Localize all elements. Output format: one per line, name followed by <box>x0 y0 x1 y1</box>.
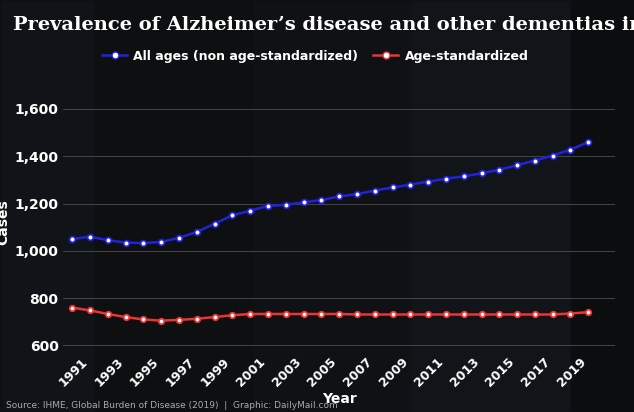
Text: Prevalence of Alzheimer’s disease and other dementias in US: Prevalence of Alzheimer’s disease and ot… <box>13 16 634 35</box>
Y-axis label: Cases: Cases <box>0 199 10 246</box>
Legend: All ages (non age-standardized), Age-standardized: All ages (non age-standardized), Age-sta… <box>97 45 534 68</box>
Bar <box>95 0 349 412</box>
Bar <box>571 0 634 412</box>
Bar <box>0 0 190 412</box>
Text: Source: IHME, Global Burden of Disease (2019)  |  Graphic: DailyMail.com: Source: IHME, Global Burden of Disease (… <box>6 401 338 410</box>
Bar <box>254 0 507 412</box>
X-axis label: Year: Year <box>322 392 356 406</box>
Bar <box>412 0 634 412</box>
